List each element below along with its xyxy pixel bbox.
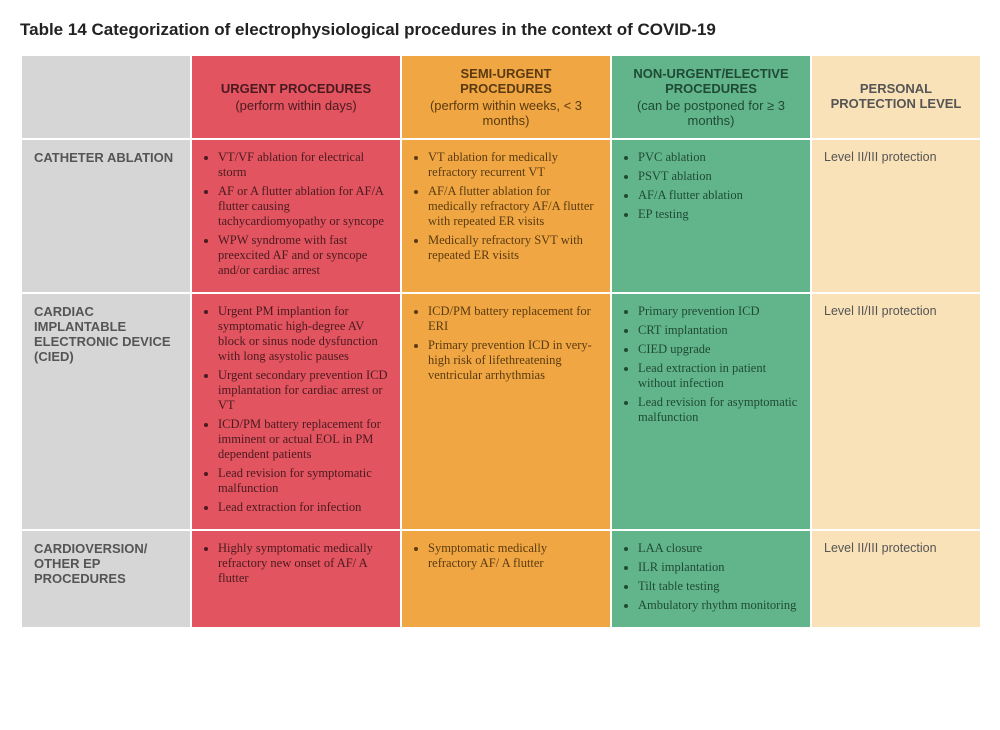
item-list: Symptomatic medically refractory AF/ A f…: [414, 541, 598, 571]
list-item: Lead extraction for infection: [218, 500, 388, 515]
table-row: CARDIOVERSION/ OTHER EP PROCEDURES Highly…: [21, 530, 981, 628]
list-item: Urgent secondary prevention ICD implanta…: [218, 368, 388, 413]
cell-urgent: Urgent PM implantion for symptomatic hig…: [191, 293, 401, 530]
list-item: Symptomatic medically refractory AF/ A f…: [428, 541, 598, 571]
header-urgent-sub: (perform within days): [204, 98, 388, 113]
header-urgent-title: URGENT PROCEDURES: [204, 81, 388, 96]
item-list: PVC ablation PSVT ablation AF/A flutter ab…: [624, 150, 798, 222]
row-label: CATHETER ABLATION: [21, 139, 191, 293]
list-item: ICD/PM battery replacement for imminent …: [218, 417, 388, 462]
list-item: Primary prevention ICD in very-high risk…: [428, 338, 598, 383]
list-item: Urgent PM implantion for symptomatic hig…: [218, 304, 388, 364]
list-item: Medically refractory SVT with repeated E…: [428, 233, 598, 263]
list-item: VT/VF ablation for electrical storm: [218, 150, 388, 180]
list-item: CIED upgrade: [638, 342, 798, 357]
list-item: Tilt table testing: [638, 579, 798, 594]
cell-semi-urgent: Symptomatic medically refractory AF/ A f…: [401, 530, 611, 628]
header-semi-title: SEMI-URGENT PROCEDURES: [414, 66, 598, 96]
cell-semi-urgent: ICD/PM battery replacement for ERI Primar…: [401, 293, 611, 530]
procedures-table: URGENT PROCEDURES (perform within days) …: [20, 54, 982, 629]
item-list: ICD/PM battery replacement for ERI Primar…: [414, 304, 598, 383]
list-item: WPW syndrome with fast preexcited AF and…: [218, 233, 388, 278]
list-item: PVC ablation: [638, 150, 798, 165]
list-item: LAA closure: [638, 541, 798, 556]
header-semi: SEMI-URGENT PROCEDURES (perform within w…: [401, 55, 611, 139]
row-label: CARDIAC IMPLANTABLE ELECTRONIC DEVICE (C…: [21, 293, 191, 530]
list-item: Lead revision for symptomatic malfunctio…: [218, 466, 388, 496]
list-item: Primary prevention ICD: [638, 304, 798, 319]
list-item: AF/A flutter ablation: [638, 188, 798, 203]
list-item: Lead revision for asymptomatic malfuncti…: [638, 395, 798, 425]
list-item: CRT implantation: [638, 323, 798, 338]
header-urgent: URGENT PROCEDURES (perform within days): [191, 55, 401, 139]
header-nonurgent-sub: (can be postponed for ≥ 3 months): [624, 98, 798, 128]
list-item: ICD/PM battery replacement for ERI: [428, 304, 598, 334]
cell-urgent: Highly symptomatic medically refractory …: [191, 530, 401, 628]
list-item: Lead extraction in patient without infec…: [638, 361, 798, 391]
cell-non-urgent: Primary prevention ICD CRT implantation CI…: [611, 293, 811, 530]
table-body: CATHETER ABLATIONVT/VF ablation for elec…: [21, 139, 981, 628]
item-list: Highly symptomatic medically refractory …: [204, 541, 388, 586]
header-ppe-title: PERSONAL PROTECTION LEVEL: [824, 81, 968, 111]
table-row: CATHETER ABLATIONVT/VF ablation for elec…: [21, 139, 981, 293]
list-item: VT ablation for medically refractory rec…: [428, 150, 598, 180]
header-ppe: PERSONAL PROTECTION LEVEL: [811, 55, 981, 139]
list-item: PSVT ablation: [638, 169, 798, 184]
list-item: AF or A flutter ablation for AF/A flutte…: [218, 184, 388, 229]
cell-semi-urgent: VT ablation for medically refractory rec…: [401, 139, 611, 293]
item-list: VT ablation for medically refractory rec…: [414, 150, 598, 263]
item-list: Primary prevention ICD CRT implantation CI…: [624, 304, 798, 425]
header-nonurgent: NON-URGENT/ELECTIVE PROCEDURES (can be p…: [611, 55, 811, 139]
header-semi-sub: (perform within weeks, < 3 months): [414, 98, 598, 128]
list-item: AF/A flutter ablation for medically refr…: [428, 184, 598, 229]
corner-cell: [21, 55, 191, 139]
list-item: Highly symptomatic medically refractory …: [218, 541, 388, 586]
table-title: Table 14 Categorization of electrophysio…: [20, 20, 980, 40]
list-item: ILR implantation: [638, 560, 798, 575]
item-list: VT/VF ablation for electrical storm AF or…: [204, 150, 388, 278]
row-label: CARDIOVERSION/ OTHER EP PROCEDURES: [21, 530, 191, 628]
list-item: EP testing: [638, 207, 798, 222]
table-row: CARDIAC IMPLANTABLE ELECTRONIC DEVICE (C…: [21, 293, 981, 530]
item-list: Urgent PM implantion for symptomatic hig…: [204, 304, 388, 515]
cell-non-urgent: PVC ablation PSVT ablation AF/A flutter ab…: [611, 139, 811, 293]
cell-non-urgent: LAA closure ILR implantation Tilt table te…: [611, 530, 811, 628]
item-list: LAA closure ILR implantation Tilt table te…: [624, 541, 798, 613]
cell-ppe: Level II/III protection: [811, 139, 981, 293]
cell-ppe: Level II/III protection: [811, 530, 981, 628]
cell-urgent: VT/VF ablation for electrical storm AF or…: [191, 139, 401, 293]
list-item: Ambulatory rhythm monitoring: [638, 598, 798, 613]
header-row: URGENT PROCEDURES (perform within days) …: [21, 55, 981, 139]
header-nonurgent-title: NON-URGENT/ELECTIVE PROCEDURES: [624, 66, 798, 96]
cell-ppe: Level II/III protection: [811, 293, 981, 530]
